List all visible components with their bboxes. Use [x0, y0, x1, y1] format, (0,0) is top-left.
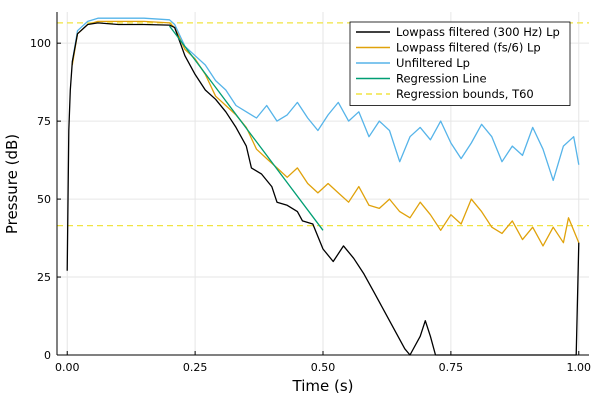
y-tick-label: 0	[44, 349, 51, 362]
y-tick-label: 25	[37, 271, 51, 284]
legend-label: Lowpass filtered (300 Hz) Lp	[396, 25, 560, 39]
legend-label: Lowpass filtered (fs/6) Lp	[396, 41, 541, 55]
x-tick-label: 0.25	[183, 361, 208, 374]
legend-label: Regression bounds, T60	[396, 87, 534, 101]
y-tick-label: 50	[37, 193, 51, 206]
plot-series	[57, 17, 589, 356]
y-tick-label: 75	[37, 115, 51, 128]
x-ticks: 0.00 0.25 0.50 0.75 1.00	[55, 351, 591, 374]
series-line-unfiltered-lp	[71, 17, 580, 182]
y-ticks: 0 25 50 75 100	[30, 37, 61, 362]
series-line-lowpass-filtered-300-hz-lp	[66, 22, 580, 356]
legend-label: Unfiltered Lp	[396, 56, 470, 70]
x-tick-label: 1.00	[567, 361, 592, 374]
y-axis-label: Pressure (dB)	[3, 134, 21, 234]
x-tick-label: 0.75	[439, 361, 464, 374]
x-tick-label: 0.50	[311, 361, 336, 374]
series-line-regression-line	[168, 25, 324, 231]
x-axis-label: Time (s)	[292, 377, 354, 395]
legend: Lowpass filtered (300 Hz) Lp Lowpass filt…	[349, 21, 571, 106]
series-line-lowpass-filtered-fs-6-lp	[71, 20, 580, 247]
legend-label: Regression Line	[396, 72, 487, 86]
x-tick-label: 0.00	[55, 361, 80, 374]
y-tick-label: 100	[30, 37, 51, 50]
legend-box	[349, 21, 571, 106]
